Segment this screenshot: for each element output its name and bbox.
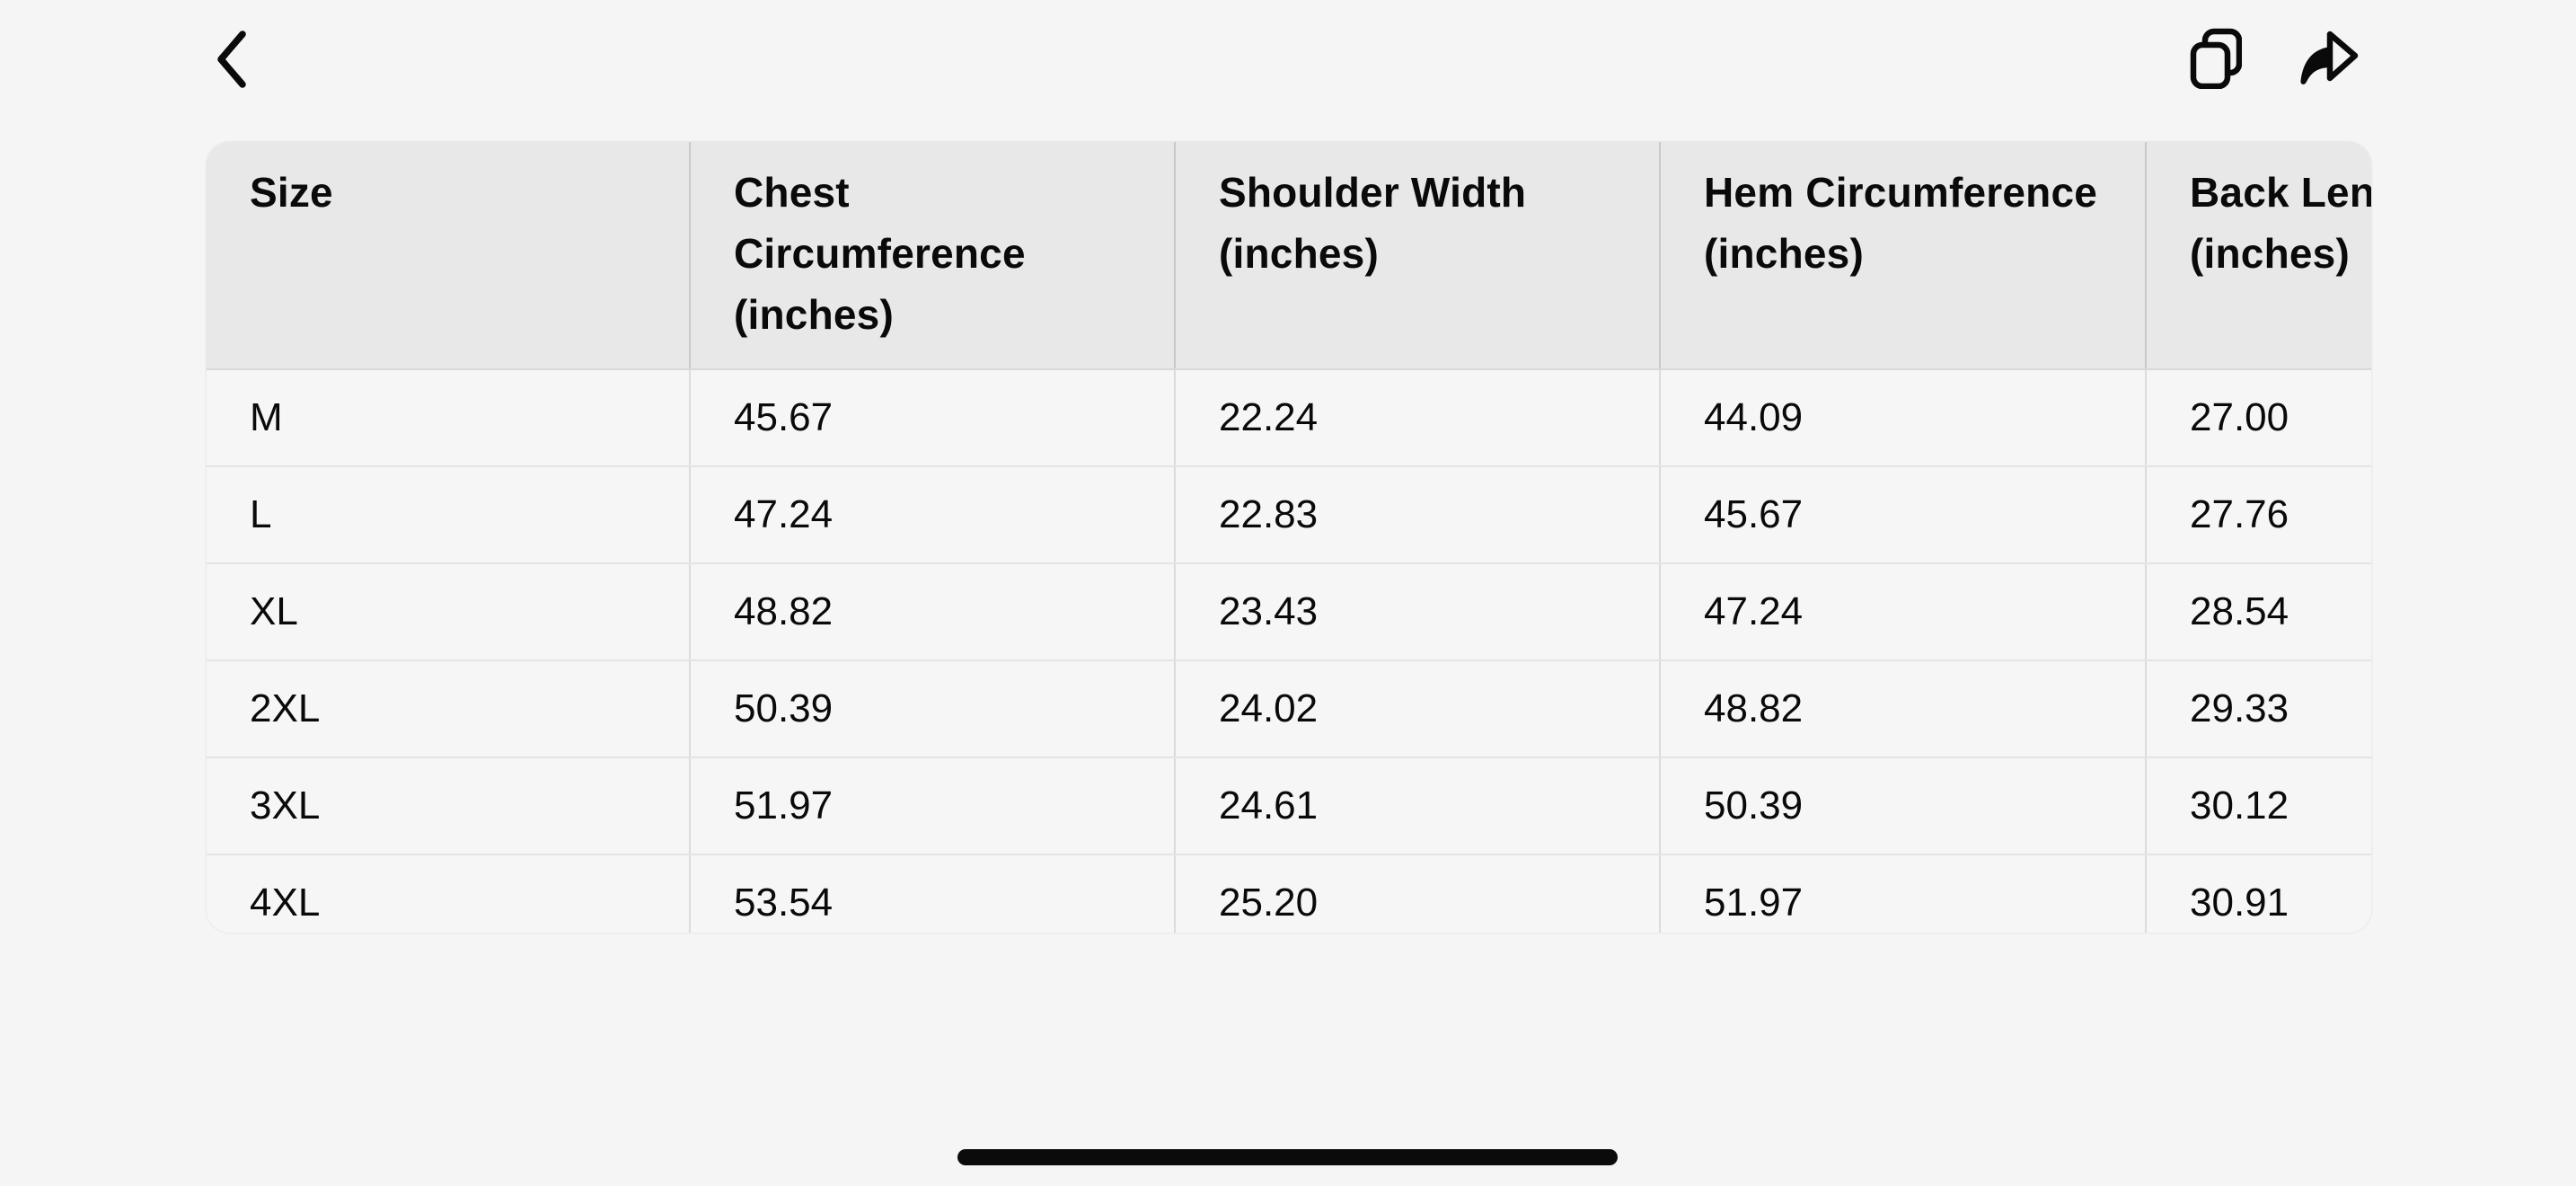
table-row: L 47.24 22.83 45.67 27.76	[207, 466, 2371, 564]
cell-value: 27.00	[2146, 369, 2371, 467]
table-row: 2XL 50.39 24.02 48.82 29.33	[207, 660, 2371, 758]
column-header-shoulder-width: Shoulder Width (inches)	[1175, 142, 1661, 370]
cell-value: 25.20	[1175, 854, 1661, 933]
table-header: Size Chest Circumference (inches) Should…	[207, 142, 2371, 370]
cell-value: 45.67	[690, 369, 1176, 467]
cell-value: 44.09	[1660, 369, 2147, 467]
copy-button[interactable]	[2163, 7, 2269, 110]
table-row: M 45.67 22.24 44.09 27.00	[207, 369, 2371, 467]
cell-value: 24.61	[1175, 757, 1661, 855]
cell-value: 22.24	[1175, 369, 1661, 467]
cell-value: 22.83	[1175, 466, 1661, 564]
cell-value: 47.24	[690, 466, 1176, 564]
size-chart: Size Chest Circumference (inches) Should…	[207, 142, 2371, 933]
cell-value: 53.54	[690, 854, 1176, 933]
column-header-hem-circumference: Hem Circumference (inches)	[1660, 142, 2147, 370]
table-row: 4XL 53.54 25.20 51.97 30.91	[207, 854, 2371, 933]
header-row: Size Chest Circumference (inches) Should…	[207, 142, 2371, 370]
cell-value: 50.39	[1660, 757, 2147, 855]
cell-value: 27.76	[2146, 466, 2371, 564]
cell-value: 29.33	[2146, 660, 2371, 758]
cell-value: 23.43	[1175, 563, 1661, 661]
cell-value: 30.12	[2146, 757, 2371, 855]
cell-size: M	[207, 369, 691, 467]
cell-value: 50.39	[690, 660, 1176, 758]
share-forward-icon	[2297, 28, 2360, 89]
cell-value: 28.54	[2146, 563, 2371, 661]
home-indicator[interactable]	[957, 1149, 1618, 1165]
share-button[interactable]	[2275, 7, 2381, 110]
cell-size: L	[207, 466, 691, 564]
back-button[interactable]	[190, 13, 271, 106]
table-row: 3XL 51.97 24.61 50.39 30.12	[207, 757, 2371, 855]
cell-value: 51.97	[1660, 854, 2147, 933]
cell-size: 3XL	[207, 757, 691, 855]
cell-value: 47.24	[1660, 563, 2147, 661]
table-body: M 45.67 22.24 44.09 27.00 L 47.24 22.83 …	[207, 369, 2371, 933]
column-header-size: Size	[207, 142, 691, 370]
table-row: XL 48.82 23.43 47.24 28.54	[207, 563, 2371, 661]
cell-value: 24.02	[1175, 660, 1661, 758]
cell-size: XL	[207, 563, 691, 661]
copy-icon	[2190, 28, 2242, 89]
size-chart-table[interactable]: Size Chest Circumference (inches) Should…	[207, 142, 2371, 933]
cell-size: 2XL	[207, 660, 691, 758]
column-header-chest-circumference: Chest Circumference (inches)	[690, 142, 1176, 370]
cell-value: 48.82	[1660, 660, 2147, 758]
cell-value: 45.67	[1660, 466, 2147, 564]
cell-value: 30.91	[2146, 854, 2371, 933]
cell-size: 4XL	[207, 854, 691, 933]
column-header-back-length: Back Length (inches)	[2146, 142, 2371, 370]
chevron-left-icon	[215, 30, 247, 89]
cell-value: 51.97	[690, 757, 1176, 855]
cell-value: 48.82	[690, 563, 1176, 661]
